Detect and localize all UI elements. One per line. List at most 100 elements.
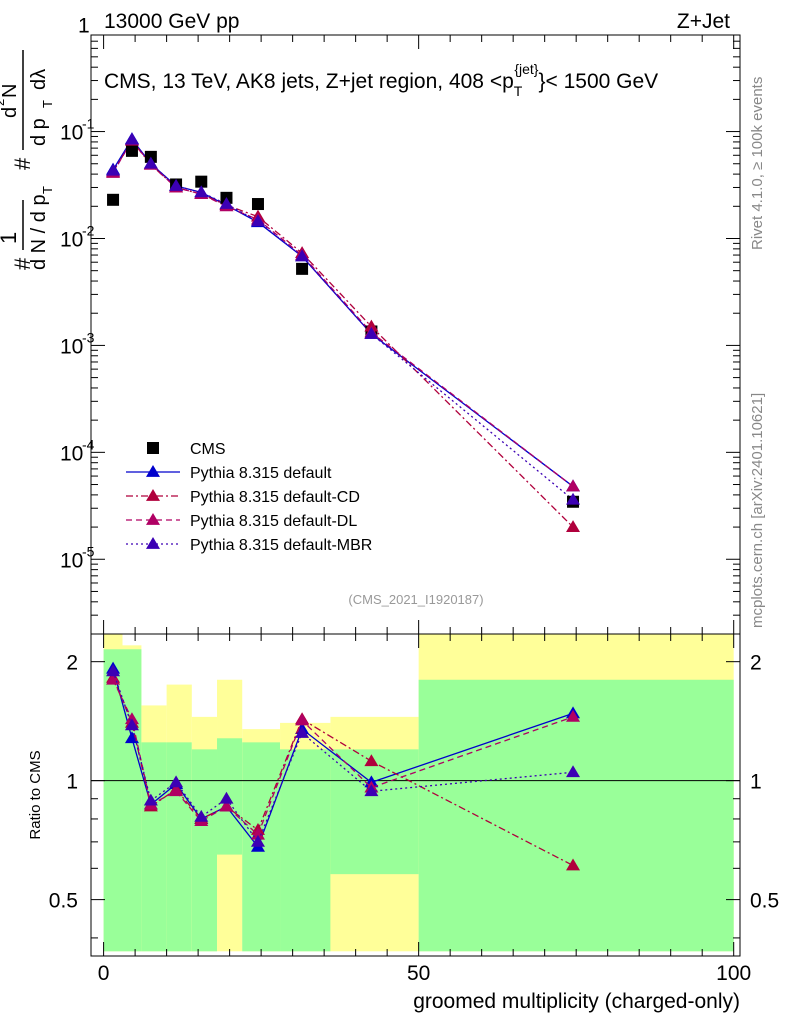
ratio-point-dl: [169, 784, 184, 797]
legend-label-cms: CMS: [190, 441, 226, 458]
main-point-mbr: [194, 185, 209, 198]
main-y-tick-exponent: -1: [82, 116, 95, 132]
main-line-mbr: [112, 138, 574, 501]
main-y-tick-label: 10: [60, 335, 83, 358]
ylabel-dpt: d p: [28, 118, 50, 146]
ratio-point-mbr: [364, 784, 379, 797]
main-y-tick-exponent: -5: [82, 543, 95, 559]
analysis-watermark: (CMS_2021_I1920187): [348, 592, 483, 607]
ratio-line-dl: [112, 679, 574, 836]
ratio-line-default: [112, 668, 574, 849]
ratio-point-mbr: [169, 775, 184, 788]
legend-marker-cms: [147, 442, 159, 454]
ratio-band-inner: [217, 738, 243, 855]
main-point-mbr: [124, 132, 139, 145]
ratio-line-mbr: [112, 671, 574, 844]
main-y-tick-label: 10: [60, 122, 83, 145]
main-point-mbr: [295, 249, 310, 262]
ylabel-one: 1: [0, 232, 21, 244]
ratio-x-tick-label: 0: [98, 962, 110, 985]
ratio-plot-panel: 0 50 100 0.5 0.5 1 1 2 2: [49, 633, 779, 985]
legend: CMS Pythia 8.315 default Pythia 8.315 defa…: [126, 441, 372, 554]
main-point-cms: [251, 198, 264, 211]
plot-title-sub: T: [514, 83, 523, 99]
main-y-label: # 1 d N / d p T # d 2 N d p T dλ: [0, 50, 55, 270]
ratio-plot-frame: [90, 633, 741, 957]
ylabel-hash: #: [10, 257, 35, 270]
ylabel-dn-dpt: d N / d p: [28, 194, 50, 270]
ratio-point-mbr: [194, 809, 209, 822]
legend-marker-default: [146, 465, 160, 477]
main-y-tick-label: 10: [60, 549, 83, 572]
ratio-point-dl: [124, 712, 139, 725]
ratio-axis-ticks: 0 50 100 0.5 0.5 1 1 2 2: [49, 634, 779, 985]
header-energy-label: 13000 GeV pp: [104, 10, 239, 33]
ratio-series-group: [106, 661, 581, 871]
main-point-mbr: [106, 163, 121, 176]
legend-label-cd: Pythia 8.315 default-CD: [190, 489, 360, 506]
ratio-band-inner: [122, 649, 142, 952]
main-point-cms: [296, 262, 309, 275]
ylabel-hash2: #: [10, 157, 35, 170]
ratio-x-tick-label: 50: [407, 962, 430, 985]
ratio-point-mbr: [219, 791, 234, 804]
header-process-label: Z+Jet: [677, 10, 730, 33]
main-point-mbr: [143, 156, 158, 169]
ratio-band-inner: [166, 742, 192, 952]
main-y-tick-exponent: -2: [82, 222, 95, 238]
main-point-mbr: [219, 197, 234, 209]
main-axis-ticks: 10-510-410-310-210-11: [60, 15, 740, 635]
plot-title-main: CMS, 13 TeV, AK8 jets, Z+jet region, 408…: [104, 70, 514, 93]
legend-label-mbr: Pythia 8.315 default-MBR: [190, 537, 372, 554]
plot-title-sup: {jet}: [514, 61, 538, 77]
rivet-version-label: Rivet 4.1.0, ≥ 100k events: [749, 77, 766, 250]
ratio-point-cd: [364, 754, 379, 767]
ratio-band-inner: [103, 649, 123, 952]
plot-title-tail: }< 1500 GeV: [538, 70, 658, 93]
x-axis-label: groomed multiplicity (charged-only): [413, 990, 740, 1013]
main-point-mbr: [566, 492, 581, 505]
main-y-tick-label: 10: [60, 442, 83, 465]
mcplots-label: mcplots.cern.ch [arXiv:2401.10621]: [749, 393, 766, 628]
ratio-point-mbr: [143, 793, 158, 806]
main-point-cms: [125, 144, 138, 157]
main-point-cms: [195, 175, 208, 188]
ratio-point-mbr: [566, 765, 581, 778]
ratio-band-inner: [280, 749, 331, 952]
ylabel-T1: T: [40, 186, 55, 194]
ratio-point-mbr: [250, 834, 265, 847]
legend-label-default: Pythia 8.315 default: [190, 465, 332, 482]
ylabel-T2: T: [40, 100, 55, 108]
main-line-dl: [112, 139, 574, 487]
ratio-uncertainty-bands: [103, 634, 734, 952]
ratio-point-cd: [566, 858, 581, 871]
ratio-y-tick-label-right: 2: [750, 652, 762, 675]
main-point-mbr: [250, 214, 265, 227]
legend-label-dl: Pythia 8.315 default-DL: [190, 513, 357, 530]
main-line-cd: [112, 139, 574, 528]
main-point-mbr: [364, 326, 379, 339]
ratio-y-label: Ratio to CMS: [27, 750, 44, 839]
legend-marker-dl: [146, 513, 160, 525]
ratio-band-inner: [141, 742, 167, 952]
plot-title: CMS, 13 TeV, AK8 jets, Z+jet region, 408…: [104, 61, 658, 99]
ratio-y-tick-label-right: 1: [750, 771, 762, 794]
ratio-y-tick-label-left: 2: [66, 652, 78, 675]
main-point-dl: [566, 479, 581, 492]
ratio-band-inner: [330, 749, 419, 875]
ratio-point-dl: [295, 713, 310, 726]
main-plot-panel: 10-510-410-310-210-11 CMS, 13 TeV, AK8 j…: [60, 15, 741, 635]
ratio-point-dl: [566, 709, 581, 722]
ratio-point-mbr: [295, 725, 310, 738]
ratio-point-mbr: [124, 718, 139, 731]
ratio-band-inner: [418, 679, 734, 952]
main-y-tick-label: 1: [78, 15, 90, 38]
ratio-band-inner: [191, 749, 218, 952]
legend-marker-cd: [146, 489, 160, 501]
ylabel-dlambda: dλ: [28, 69, 50, 90]
ratio-y-tick-label-left: 0.5: [49, 890, 78, 913]
main-point-cms: [107, 193, 120, 206]
ylabel-d2: d: [0, 107, 21, 118]
ratio-x-tick-label: 100: [716, 962, 751, 985]
